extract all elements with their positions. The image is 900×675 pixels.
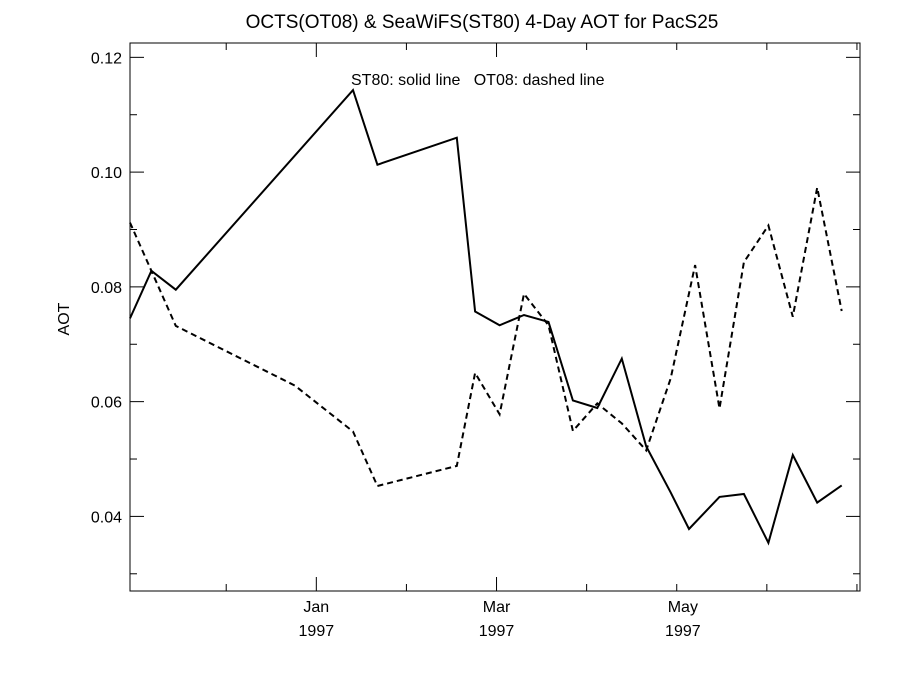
- series-line-ot08: [129, 187, 843, 488]
- chart-title: OCTS(OT08) & SeaWiFS(ST80) 4-Day AOT for…: [246, 12, 719, 33]
- y-tick-label: 0.06: [91, 395, 122, 412]
- x-tick-label-month: May: [668, 599, 698, 616]
- x-tick-label-year: 1997: [665, 623, 701, 640]
- x-tick-label-month: Jan: [303, 599, 329, 616]
- x-tick-label-month: Mar: [483, 599, 511, 616]
- series-line-st80: [129, 88, 843, 546]
- y-axis-label: AOT: [56, 302, 73, 335]
- x-tick-label-year: 1997: [479, 623, 515, 640]
- series-layer: [129, 88, 843, 546]
- y-tick-label: 0.08: [91, 280, 122, 297]
- axes: 0.04 0.06 0.08 0.10 0.12 Jan 1997 Mar 1997 May 199…: [91, 43, 860, 640]
- y-tick-label: 0.10: [91, 165, 122, 182]
- y-tick-label: 0.04: [91, 509, 122, 526]
- y-tick-label: 0.12: [91, 50, 122, 67]
- x-tick-label-year: 1997: [299, 623, 335, 640]
- series-annotation: ST80: solid line OT08: dashed line: [351, 72, 605, 89]
